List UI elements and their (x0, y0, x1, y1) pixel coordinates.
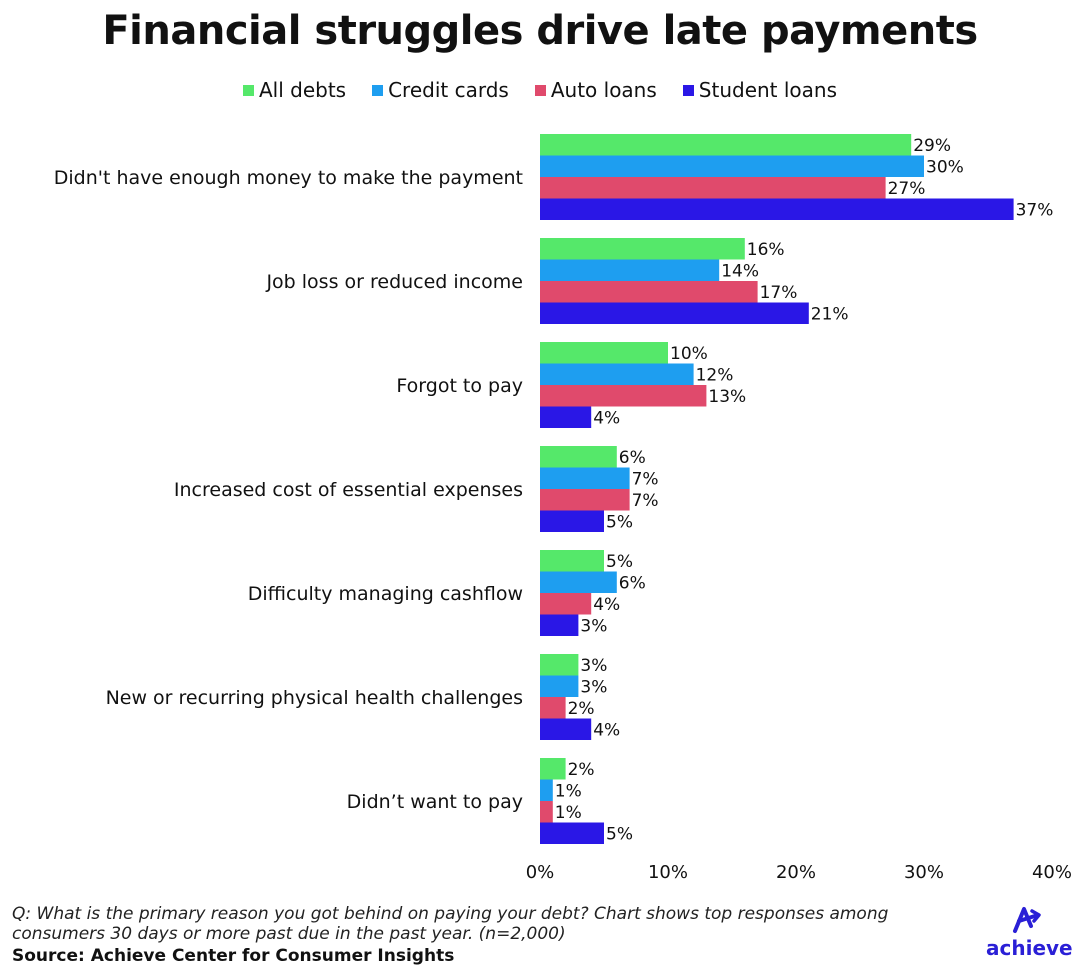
bar (540, 342, 668, 364)
bar (540, 177, 886, 199)
bar (540, 198, 1014, 220)
bar (540, 489, 630, 511)
bar (540, 406, 592, 428)
bar (540, 134, 912, 156)
bar (540, 363, 694, 385)
data-label: 27% (888, 179, 926, 199)
x-tick-label: 40% (1032, 862, 1072, 883)
data-label: 1% (555, 803, 582, 823)
category-label: Difficulty managing cashflow (248, 583, 523, 605)
bar (540, 302, 809, 324)
data-label: 3% (580, 616, 607, 636)
data-label: 5% (606, 824, 633, 844)
legend-swatch (242, 84, 254, 96)
data-label: 4% (593, 595, 620, 615)
data-label: 13% (708, 387, 746, 407)
data-label: 16% (747, 240, 785, 260)
legend-item-4: Student loans (682, 78, 838, 102)
bar (540, 779, 553, 801)
achieve-logo-text: achieve (986, 936, 1073, 960)
legend-swatch (682, 84, 694, 96)
legend-label: Auto loans (550, 78, 657, 102)
data-label: 4% (593, 720, 620, 740)
data-label: 30% (926, 157, 964, 177)
bar (540, 654, 579, 676)
x-tick-label: 30% (904, 862, 944, 883)
x-tick-label: 10% (648, 862, 688, 883)
data-label: 21% (811, 304, 849, 324)
x-tick-label: 20% (776, 862, 816, 883)
data-label: 2% (568, 760, 595, 780)
bar (540, 801, 553, 823)
bar (540, 675, 579, 697)
bar (540, 822, 604, 844)
source-note: Source: Achieve Center for Consumer Insi… (12, 946, 455, 966)
x-tick-label: 0% (526, 862, 555, 883)
legend-item-3: Auto loans (534, 78, 657, 102)
chart-title: Financial struggles drive late payments (102, 8, 978, 54)
bar (540, 718, 592, 740)
bar (540, 550, 604, 572)
footnote: Q: What is the primary reason you got be… (12, 904, 889, 944)
legend-item-1: All debts (242, 78, 347, 102)
data-label: 7% (632, 491, 659, 511)
bar (540, 155, 924, 177)
data-label: 7% (632, 469, 659, 489)
data-label: 29% (913, 136, 951, 156)
category-label: Increased cost of essential expenses (174, 479, 523, 501)
legend-swatch (372, 84, 384, 96)
data-label: 5% (606, 552, 633, 572)
category-label: New or recurring physical health challen… (106, 687, 523, 709)
data-label: 37% (1016, 200, 1054, 220)
bar (540, 238, 745, 260)
data-label: 12% (696, 365, 734, 385)
achieve-logo: achieve (986, 904, 1073, 960)
data-label: 4% (593, 408, 620, 428)
bar (540, 697, 566, 719)
bar (540, 467, 630, 489)
bar (540, 571, 617, 593)
data-label: 5% (606, 512, 633, 532)
category-label: Job loss or reduced income (265, 271, 523, 293)
category-label: Didn't have enough money to make the pay… (54, 167, 523, 189)
data-label: 14% (721, 261, 759, 281)
bar (540, 446, 617, 468)
bar (540, 510, 604, 532)
bar (540, 385, 707, 407)
legend: All debts Credit cards Auto loans Student l… (0, 78, 1080, 102)
bar (540, 593, 592, 615)
data-label: 10% (670, 344, 708, 364)
data-label: 6% (619, 448, 646, 468)
bar (540, 281, 758, 303)
bar (540, 259, 720, 281)
data-label: 6% (619, 573, 646, 593)
legend-item-2: Credit cards (372, 78, 509, 102)
data-label: 1% (555, 781, 582, 801)
bar-chart: Didn't have enough money to make the pay… (54, 134, 1072, 883)
legend-swatch (534, 84, 546, 96)
bar (540, 614, 579, 636)
legend-label: Credit cards (388, 78, 509, 102)
data-label: 17% (760, 283, 798, 303)
legend-label: Student loans (698, 78, 838, 102)
category-label: Forgot to pay (396, 375, 523, 397)
data-label: 3% (580, 656, 607, 676)
bar (540, 758, 566, 780)
achieve-logo-icon (1013, 907, 1041, 933)
category-label: Didn’t want to pay (347, 791, 523, 813)
data-label: 3% (580, 677, 607, 697)
legend-label: All debts (258, 78, 347, 102)
data-label: 2% (568, 699, 595, 719)
